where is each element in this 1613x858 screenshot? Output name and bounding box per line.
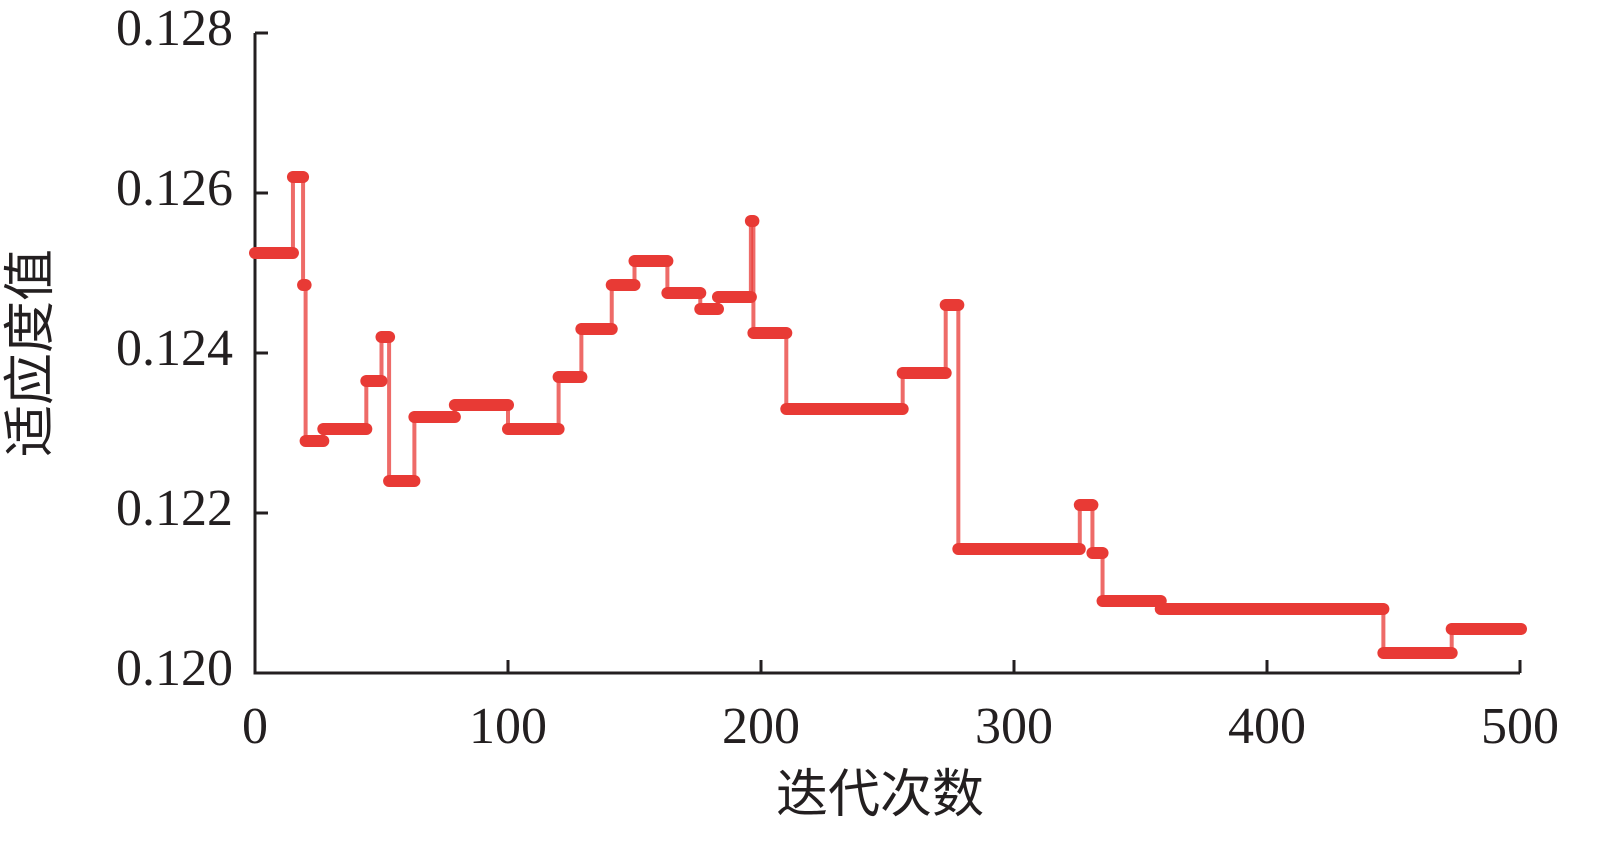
x-axis-label: 迭代次数 [776, 767, 984, 824]
x-tick-label: 300 [975, 698, 1053, 755]
y-tick-label: 0.126 [116, 160, 233, 217]
x-tick-label: 400 [1228, 698, 1306, 755]
x-tick-label: 0 [242, 698, 268, 755]
y-tick-label: 0.128 [116, 0, 233, 57]
y-tick-label: 0.122 [116, 480, 233, 537]
axes [253, 33, 1520, 675]
y-axis-label: 适应度值 [3, 249, 60, 457]
x-tick-label: 200 [722, 698, 800, 755]
x-tick-label: 500 [1481, 698, 1559, 755]
x-tick-label: 100 [469, 698, 547, 755]
y-tick-label: 0.124 [116, 320, 233, 377]
y-tick-label: 0.120 [116, 640, 233, 697]
